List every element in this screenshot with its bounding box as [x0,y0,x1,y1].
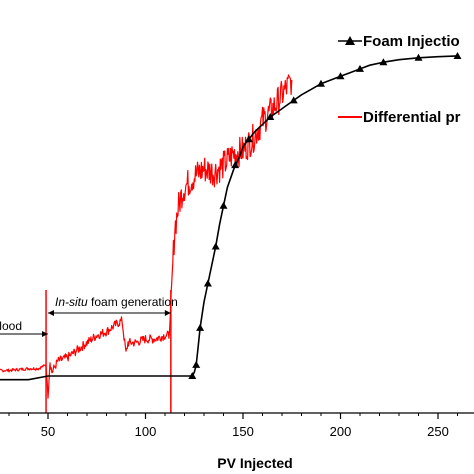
in-situ-arrow-head-right-icon [164,310,171,316]
annotation-in-situ-label: In-situ foam generation [55,295,178,309]
in-situ-arrow-head-left-icon [48,310,54,316]
legend-entry-differential-pressure: Differential pr [338,109,461,126]
series-foam-injection-point [188,372,197,379]
x-tick-label-250: 250 [427,424,449,439]
x-tick-label-50: 50 [41,424,55,439]
legend: Foam Injectio Differential pr [338,33,461,126]
series-foam-injection-point [196,323,205,331]
series-foam-injection-point [203,279,212,287]
plot-area [0,51,462,413]
legend-label-foam-injection: Foam Injectio [363,33,460,50]
series-foam-injection-point [453,51,462,59]
series-foam-injection-point [192,360,201,368]
series-foam-injection-point [289,96,298,104]
annotations: flood In-situ foam generation [0,295,178,337]
series-foam-injection-point [231,161,240,169]
legend-label-differential-pressure: Differential pr [363,109,461,126]
series-foam-injection-point [317,79,325,87]
series-foam-injection-point [336,72,345,80]
series-foam-injection-point [211,242,220,250]
legend-entry-foam-injection: Foam Injectio [338,33,460,50]
series-foam-injection-point [266,113,275,120]
x-axis: 50 100 150 200 250 [0,412,474,439]
annotation-flood-label: flood [0,319,22,333]
flood-arrow-head-right-icon [42,331,48,337]
annotation-foam-generation: foam generation [88,295,178,309]
x-tick-label-100: 100 [135,424,157,439]
series-foam-injection-point [356,64,364,72]
series-differential-pressure-line [0,74,293,399]
series-foam-injection-line [0,55,458,381]
series-foam-injection-point [244,135,253,143]
x-axis-title: PV Injected [217,455,292,471]
x-tick-label-150: 150 [232,424,254,439]
series-foam-injection-point [414,53,423,61]
annotation-in-situ-italic: In-situ [55,295,88,309]
series-foam-injection-point [219,201,228,209]
x-tick-label-200: 200 [330,424,352,439]
series-foam-injection-point [379,58,388,66]
legend-marker-triangle-icon [345,36,355,45]
